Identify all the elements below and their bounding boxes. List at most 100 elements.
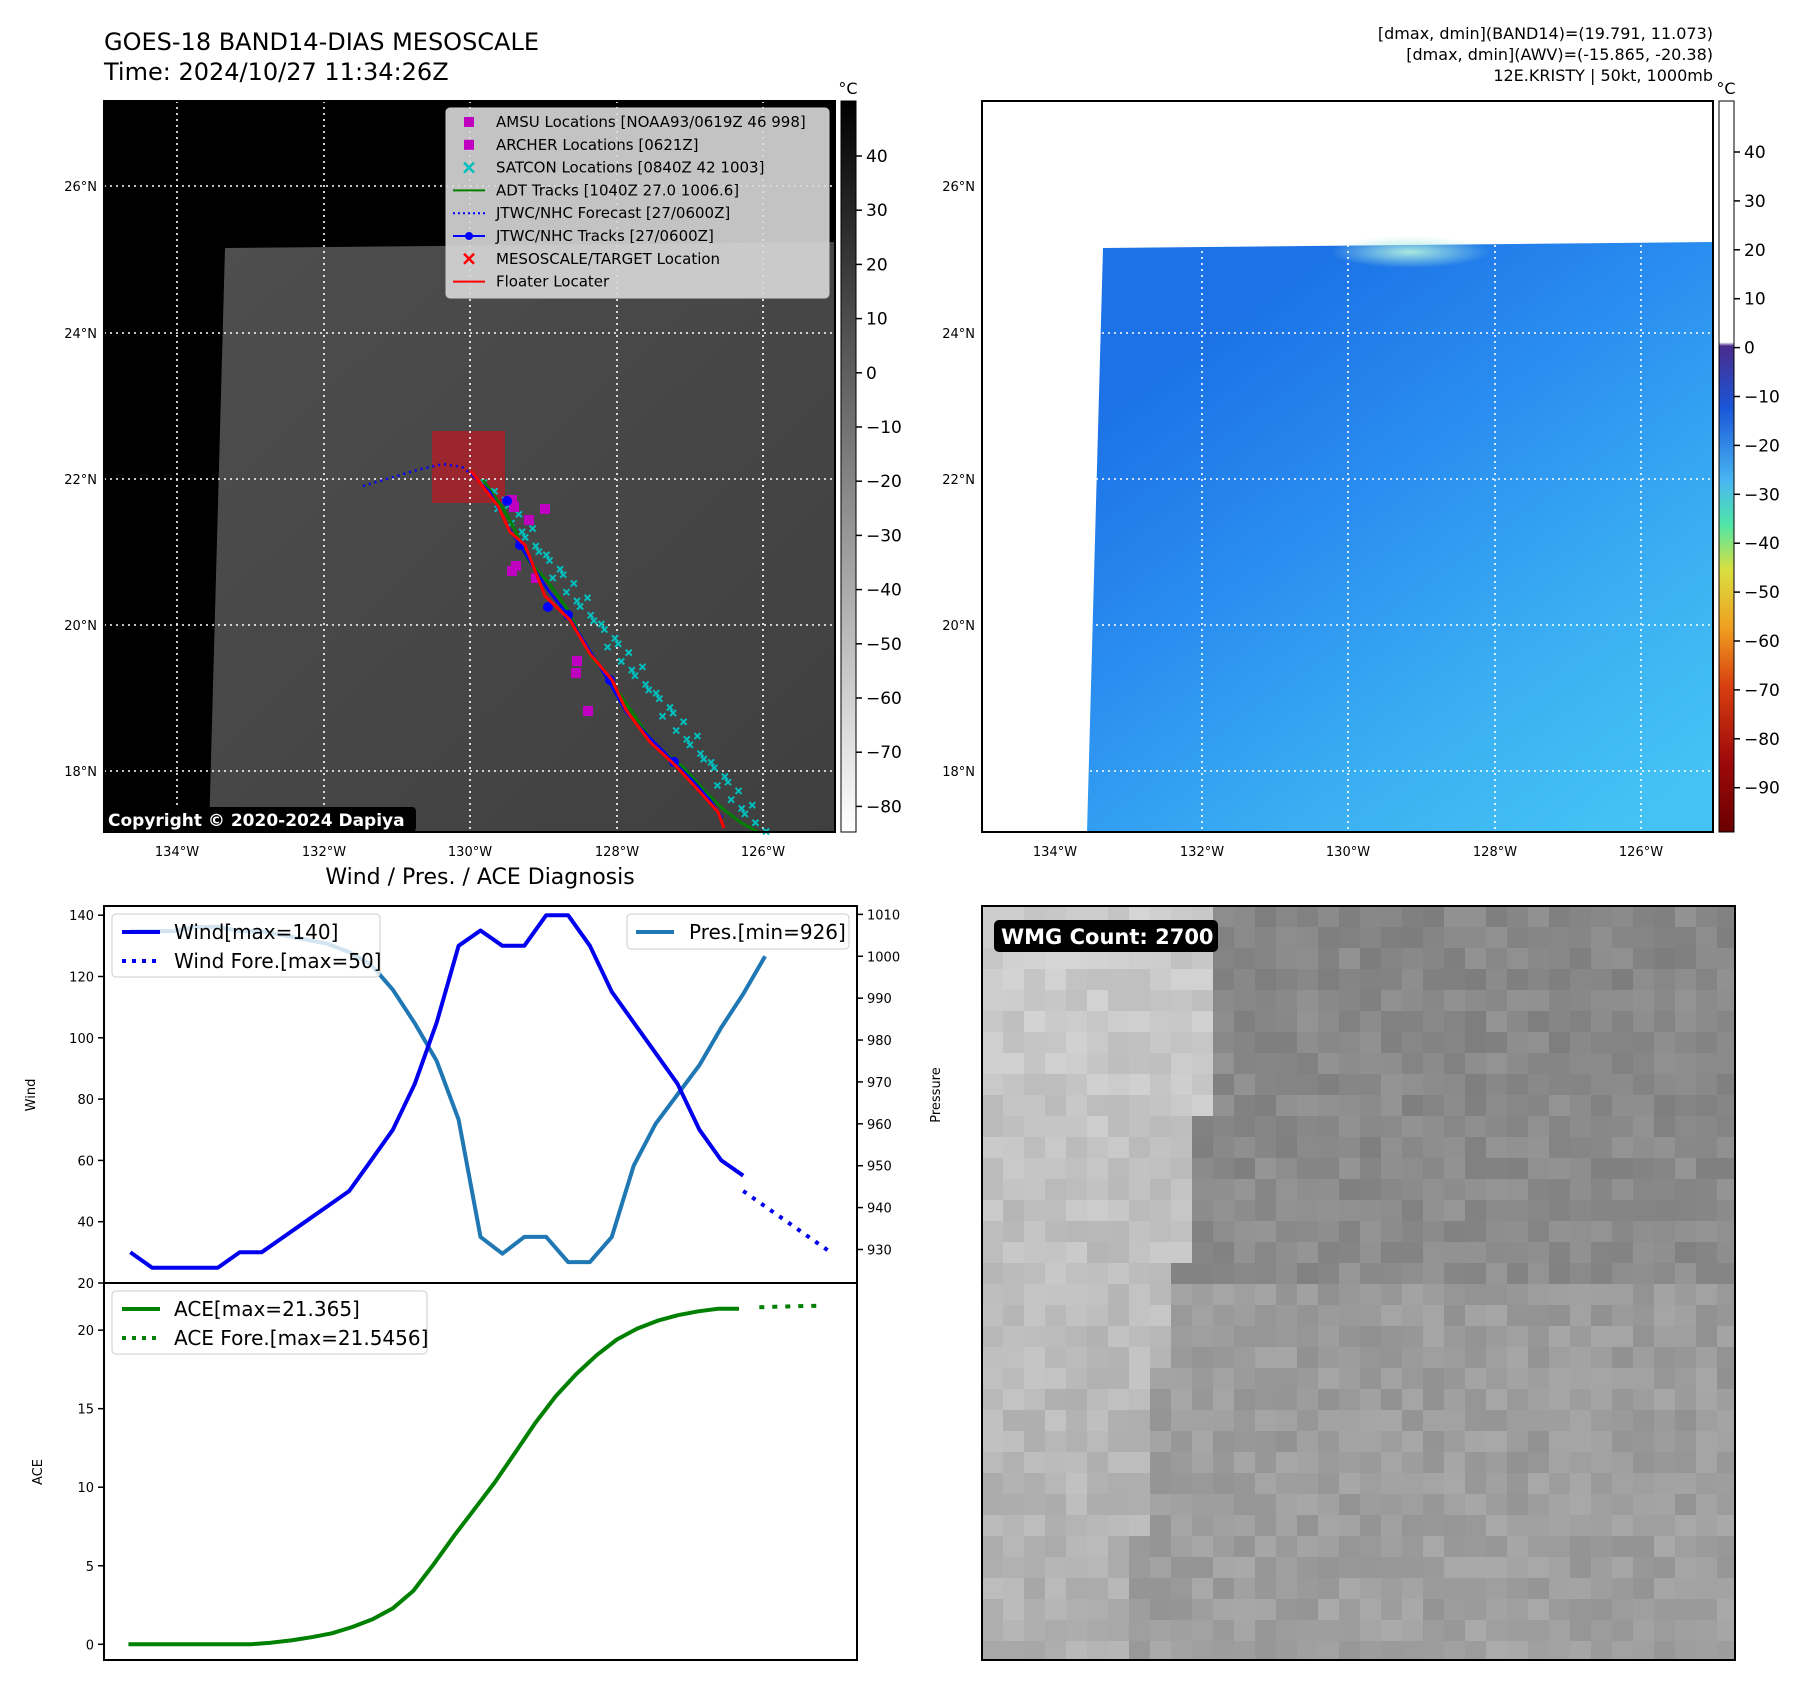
zoom-pixel xyxy=(1108,948,1129,969)
zoom-pixel xyxy=(1381,1599,1402,1620)
zoom-pixel xyxy=(1486,1452,1507,1473)
zoom-pixel xyxy=(1129,1011,1150,1032)
wind-legend-label: Wind[max=140] xyxy=(174,920,338,944)
zoom-pixel xyxy=(1381,1368,1402,1389)
zoom-pixel xyxy=(1129,1473,1150,1494)
zoom-pixel xyxy=(1360,1200,1381,1221)
zoom-pixel xyxy=(1381,1221,1402,1242)
zoom-pixel xyxy=(1024,1074,1045,1095)
zoom-pixel xyxy=(1318,1053,1339,1074)
zoom-pixel xyxy=(1654,1011,1675,1032)
zoom-pixel xyxy=(1360,1032,1381,1053)
zoom-pixel xyxy=(1129,1158,1150,1179)
zoom-pixel xyxy=(1486,1179,1507,1200)
zoom-pixel xyxy=(1276,1515,1297,1536)
zoom-pixel xyxy=(1318,1284,1339,1305)
zoom-pixel xyxy=(1423,927,1444,948)
wv-lat-labels: 26°N 24°N 22°N 20°N 18°N xyxy=(942,180,975,780)
zoom-pixel xyxy=(1024,1452,1045,1473)
zoom-pixel xyxy=(1234,1095,1255,1116)
zoom-pixel xyxy=(1129,1095,1150,1116)
zoom-pixel xyxy=(1696,927,1717,948)
zoom-pixel xyxy=(1297,906,1318,927)
zoom-pixel xyxy=(1066,1158,1087,1179)
zoom-pixel xyxy=(1402,1368,1423,1389)
legend-x-marker xyxy=(463,252,475,265)
zoom-pixel xyxy=(1465,1599,1486,1620)
zoom-pixel xyxy=(1045,1221,1066,1242)
zoom-pixel xyxy=(1717,1515,1735,1536)
zoom-pixel xyxy=(1150,1473,1171,1494)
lat-tick-label: 20°N xyxy=(942,619,975,634)
zoom-pixel xyxy=(1171,1452,1192,1473)
wv-colorbar-unit: °C xyxy=(1716,79,1735,98)
zoom-pixel xyxy=(1360,1368,1381,1389)
zoom-pixel xyxy=(1150,1557,1171,1578)
zoom-pixel xyxy=(1360,990,1381,1011)
zoom-pixel xyxy=(1297,1326,1318,1347)
zoom-pixel xyxy=(982,1116,1003,1137)
zoom-pixel xyxy=(1297,1053,1318,1074)
zoom-pixel xyxy=(1549,1284,1570,1305)
zoom-pixel xyxy=(1318,1347,1339,1368)
zoom-pixel xyxy=(1549,1620,1570,1641)
wmg-count-box xyxy=(994,920,1218,952)
zoom-pixel xyxy=(1654,1221,1675,1242)
zoom-pixel xyxy=(1108,1200,1129,1221)
colorbar-tick-label: −80 xyxy=(866,797,902,817)
zoom-pixel xyxy=(1003,1242,1024,1263)
zoom-pixel xyxy=(1255,1284,1276,1305)
zoom-pixel xyxy=(1066,1137,1087,1158)
zoom-pixel xyxy=(1192,1095,1213,1116)
zoom-pixel xyxy=(1549,1557,1570,1578)
zoom-pixel xyxy=(1381,1431,1402,1452)
zoom-pixel xyxy=(1360,1158,1381,1179)
zoom-pixel xyxy=(1276,1599,1297,1620)
zoom-pixel xyxy=(1108,1074,1129,1095)
zoom-pixel xyxy=(1339,1410,1360,1431)
zoom-pixel xyxy=(1339,1368,1360,1389)
zoom-pixel xyxy=(1087,1305,1108,1326)
zoom-pixel xyxy=(1402,1347,1423,1368)
ir-legend-item: ARCHER Locations [0621Z] xyxy=(464,136,699,154)
zoom-pixel xyxy=(1129,1620,1150,1641)
zoom-pixel xyxy=(1150,1158,1171,1179)
zoom-pixel xyxy=(1675,1389,1696,1410)
zoom-pixel xyxy=(1108,1158,1129,1179)
zoom-pixel xyxy=(1465,1158,1486,1179)
lon-tick-label: 134°W xyxy=(1033,845,1077,860)
zoom-pixel xyxy=(1255,1473,1276,1494)
zoom-pixel xyxy=(1528,1599,1549,1620)
zoom-pixel xyxy=(1507,1368,1528,1389)
zoom-pixel xyxy=(1696,990,1717,1011)
zoom-pixel xyxy=(1591,927,1612,948)
zoom-pixel xyxy=(1633,1641,1654,1660)
zoom-pixel xyxy=(1087,1221,1108,1242)
zoom-pixel xyxy=(1444,1452,1465,1473)
zoom-pixel xyxy=(1570,1557,1591,1578)
zoom-pixel xyxy=(982,1221,1003,1242)
zoom-pixel xyxy=(982,1158,1003,1179)
zoom-pixel xyxy=(1549,1431,1570,1452)
satcon-marker xyxy=(737,804,746,813)
zoom-pixel xyxy=(1066,1536,1087,1557)
zoom-pixel xyxy=(1297,1620,1318,1641)
zoom-pixel xyxy=(1486,1620,1507,1641)
colorbar-tick-label: −30 xyxy=(1744,485,1780,505)
zoom-pixel xyxy=(1129,1326,1150,1347)
zoom-pixel xyxy=(1255,1011,1276,1032)
wind-axis-tick-label: 20 xyxy=(77,1277,94,1292)
zoom-pixel xyxy=(1192,1221,1213,1242)
zoom-pixel xyxy=(982,1389,1003,1410)
zoom-pixel xyxy=(1591,1053,1612,1074)
zoom-pixel xyxy=(1507,969,1528,990)
zoom-pixel xyxy=(1234,1116,1255,1137)
satcon-marker xyxy=(562,588,571,596)
zoom-pixel xyxy=(1192,969,1213,990)
zoom-pixel xyxy=(1339,1305,1360,1326)
zoom-pixel xyxy=(1507,1431,1528,1452)
zoom-pixel xyxy=(1465,969,1486,990)
ir-legend-label: MESOSCALE/TARGET Location xyxy=(496,250,720,268)
zoom-pixel xyxy=(1024,1578,1045,1599)
zoom-pixel xyxy=(1654,1242,1675,1263)
